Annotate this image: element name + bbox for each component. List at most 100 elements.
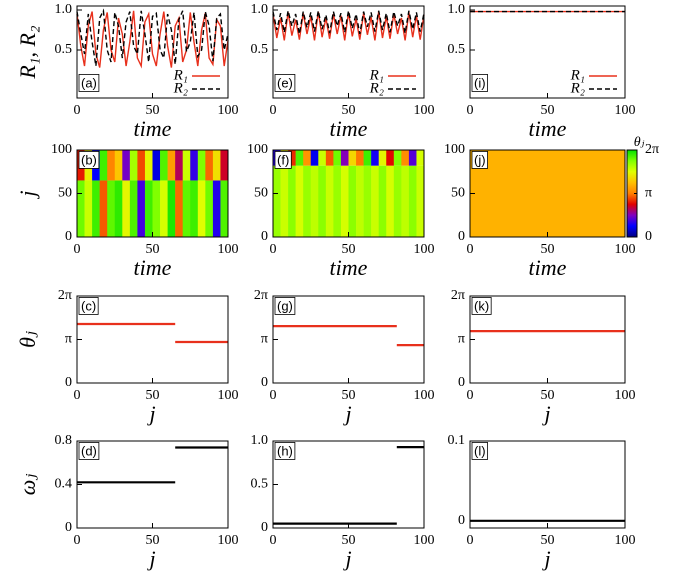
heat-cell	[160, 150, 168, 181]
x-tick-label: 100	[615, 242, 636, 257]
heat-cell	[190, 180, 199, 237]
x-tick-label: 100	[414, 533, 435, 548]
plot-area	[77, 441, 228, 528]
y-tick-label: 0	[261, 375, 268, 390]
heat-cell	[129, 180, 138, 237]
panel-label: (i)	[474, 75, 486, 90]
heat-cell	[205, 150, 214, 181]
panel-label-box	[274, 442, 296, 460]
heat-cell	[295, 165, 304, 237]
plot-area	[77, 296, 228, 383]
x-tick-label: 0	[270, 242, 277, 257]
x-axis-label: j	[541, 546, 550, 571]
x-tick-label: 100	[414, 242, 435, 257]
heat-cell	[122, 180, 131, 237]
legend-label: R₁	[173, 67, 188, 83]
legend-label: R₁	[570, 67, 585, 83]
x-tick-label: 0	[467, 533, 474, 548]
y-tick-label: 0.5	[448, 42, 466, 57]
x-tick-label: 100	[218, 533, 239, 548]
panel-label-box	[78, 151, 100, 169]
heat-cell	[160, 180, 168, 237]
heat-cell	[137, 150, 146, 181]
colorbar-tick-label: π	[645, 186, 652, 201]
x-tick-label: 0	[270, 533, 277, 548]
heat-cell	[212, 180, 221, 237]
y-tick-label: 2π	[451, 288, 465, 303]
x-axis-label: time	[330, 116, 368, 141]
x-tick-label: 0	[467, 242, 474, 257]
heat-cell	[220, 150, 229, 181]
plot-area	[470, 296, 625, 383]
heat-cell	[386, 165, 395, 237]
heat-cell	[325, 165, 334, 237]
panel-label-box	[471, 442, 488, 460]
heat-cell	[107, 150, 116, 181]
series-line	[76, 10, 229, 69]
x-axis-label: time	[529, 255, 567, 280]
heat-cell	[416, 150, 425, 166]
panel: 0 50 100 0 50 100 time (f)	[247, 142, 435, 280]
heat-cell	[77, 180, 85, 237]
heat-cell	[386, 150, 395, 166]
heat-cell	[288, 150, 296, 166]
x-tick-label: 50	[146, 533, 160, 548]
y-tick-label: 1.0	[251, 433, 269, 448]
x-axis-label: time	[134, 255, 172, 280]
panel-label: (d)	[81, 443, 97, 458]
x-tick-label: 0	[270, 103, 277, 118]
heat-cell	[175, 180, 183, 237]
heat-cell	[144, 180, 153, 237]
x-tick-label: 50	[342, 533, 356, 548]
heat-cell	[190, 150, 199, 181]
x-tick-label: 0	[74, 533, 81, 548]
heat-cell	[401, 150, 410, 166]
heat-cell	[114, 150, 123, 181]
y-tick-label: 50	[451, 186, 465, 201]
heat-cell	[84, 180, 93, 237]
x-tick-label: 100	[414, 103, 435, 118]
y-tick-label: 100	[444, 142, 465, 157]
y-tick-label: 0	[458, 375, 465, 390]
heat-cell	[152, 180, 161, 237]
heat-cell	[288, 165, 296, 237]
heat-cell	[393, 150, 402, 166]
panel-label-box	[78, 442, 100, 460]
x-tick-label: 0	[467, 103, 474, 118]
y-tick-label: 0	[261, 229, 268, 244]
heat-cell	[303, 150, 312, 166]
panel: 0 50 100 0 0.4 0.8 j ωⱼ (d)	[15, 433, 238, 571]
x-tick-label: 50	[342, 103, 356, 118]
y-tick-label: 0	[65, 229, 72, 244]
x-tick-label: 50	[146, 242, 160, 257]
heat-cell	[107, 180, 116, 237]
x-tick-label: 100	[414, 388, 435, 403]
heat-cell	[348, 165, 357, 237]
heat-cell	[371, 150, 379, 166]
y-tick-label: 50	[254, 186, 268, 201]
series-line	[76, 8, 229, 67]
heat-cell	[303, 165, 312, 237]
legend-label: R₂	[173, 80, 188, 96]
heat-cell	[310, 165, 319, 237]
panel-label: (g)	[277, 298, 293, 313]
heat-cell	[197, 150, 206, 181]
x-axis-label: j	[342, 546, 351, 571]
x-tick-label: 50	[146, 388, 160, 403]
heat-cell	[182, 150, 191, 181]
heat-cell	[318, 165, 327, 237]
heat-cell	[333, 150, 342, 166]
heat-cell	[371, 165, 379, 237]
heat-cell	[280, 165, 289, 237]
heat-cell	[318, 150, 327, 166]
y-tick-label: 0.1	[448, 433, 466, 448]
x-axis-label: time	[134, 116, 172, 141]
colorbar-tick-label: 0	[645, 229, 652, 244]
panel-label: (l)	[474, 443, 486, 458]
heat-cell	[340, 165, 349, 237]
heat-cell	[333, 165, 342, 237]
panel: 0 50 100 0 π 2π j (k)	[451, 288, 636, 426]
x-axis-label: time	[529, 116, 567, 141]
